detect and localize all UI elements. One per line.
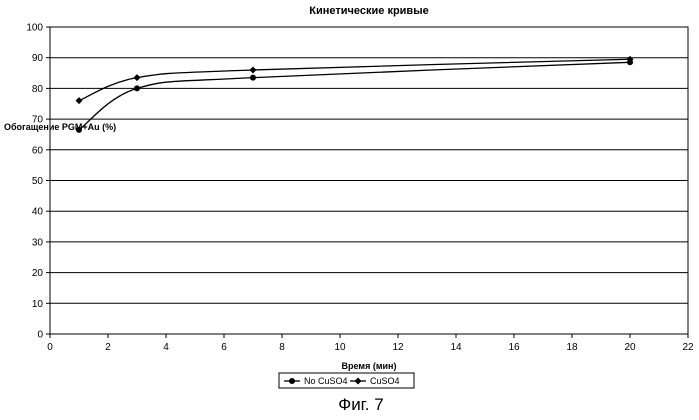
x-axis-label: Время (мин) <box>342 361 397 371</box>
x-tick-label: 12 <box>392 342 404 353</box>
data-point <box>250 75 256 81</box>
legend-marker <box>289 378 295 384</box>
x-tick-label: 22 <box>682 342 694 353</box>
y-tick-label: 60 <box>32 145 44 156</box>
y-tick-label: 90 <box>32 53 44 64</box>
y-tick-label: 100 <box>26 23 43 34</box>
x-tick-label: 6 <box>221 342 227 353</box>
y-tick-label: 10 <box>32 299 44 310</box>
x-tick-label: 4 <box>163 342 169 353</box>
data-point <box>134 85 140 91</box>
legend: No CuSO4 CuSO4 <box>279 373 414 388</box>
y-axis-label: Обогащение PGM+Au (%) <box>4 122 116 132</box>
y-tick-label: 30 <box>32 237 44 248</box>
x-tick-label: 18 <box>566 342 578 353</box>
y-tick-label: 40 <box>32 207 44 218</box>
x-tick-label: 0 <box>47 342 53 353</box>
y-tick-label: 80 <box>32 84 44 95</box>
figure-caption: Фиг. 7 <box>338 395 383 414</box>
y-axis-ticks: 0102030405060708090100 <box>26 23 50 341</box>
x-axis-ticks: 0 2 4 6 8 10 12 14 16 18 20 22 <box>47 334 694 353</box>
y-tick-label: 50 <box>32 176 44 187</box>
y-tick-label: 20 <box>32 268 44 279</box>
x-tick-label: 8 <box>279 342 285 353</box>
x-tick-label: 20 <box>624 342 636 353</box>
x-tick-label: 10 <box>334 342 346 353</box>
y-tick-label: 0 <box>37 330 43 341</box>
legend-label: No CuSO4 <box>304 376 348 386</box>
x-tick-label: 14 <box>450 342 462 353</box>
x-tick-label: 16 <box>508 342 520 353</box>
chart-title: Кинетические кривые <box>309 5 428 17</box>
x-tick-label: 2 <box>105 342 111 353</box>
legend-label: CuSO4 <box>370 376 400 386</box>
